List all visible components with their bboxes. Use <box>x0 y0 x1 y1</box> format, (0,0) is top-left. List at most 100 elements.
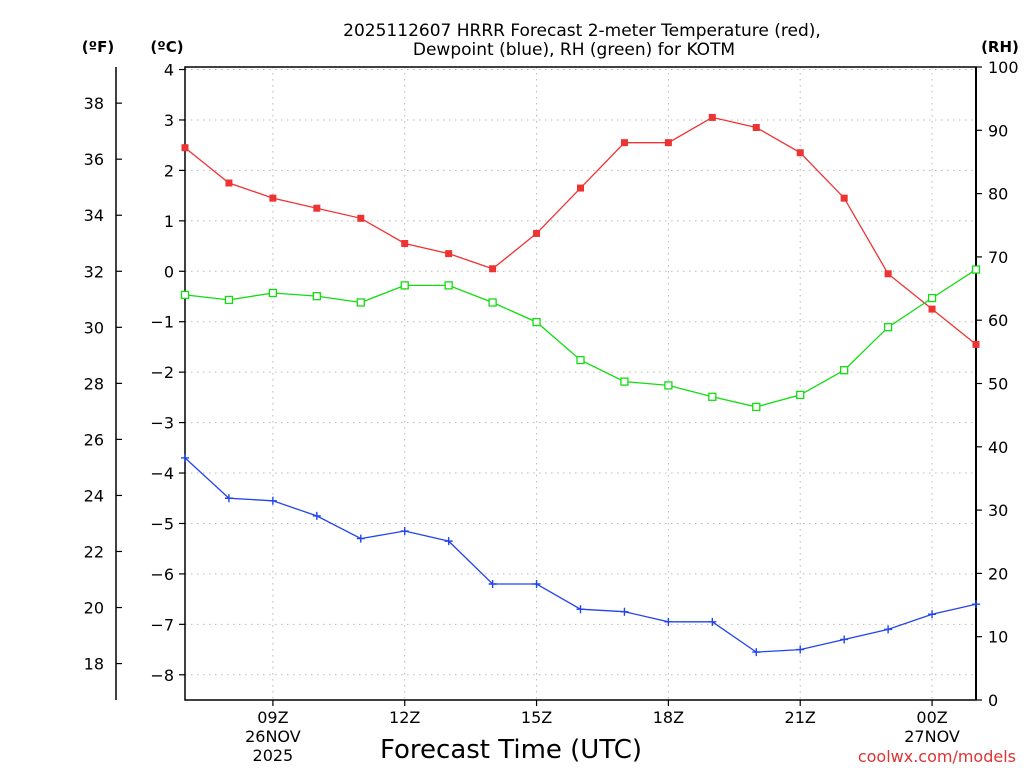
rh-line <box>184 269 977 408</box>
rh-point <box>708 392 717 401</box>
chart-title-line2: Dewpoint (blue), RH (green) for KOTM <box>413 40 735 60</box>
dewpoint-point <box>224 494 233 503</box>
celsius-tick-label: 1 <box>164 212 174 231</box>
watermark: coolwx.com/models <box>858 747 1016 766</box>
dewpoint-point <box>356 534 365 543</box>
temperature-point <box>401 240 409 248</box>
dewpoint-point <box>312 511 321 520</box>
rh-point <box>664 381 673 390</box>
fahrenheit-tick-label: 18 <box>84 655 104 674</box>
rh-tick-label: 10 <box>988 628 1008 647</box>
rh-point <box>620 377 629 386</box>
dewpoint-point <box>928 610 937 619</box>
temperature-point <box>181 144 189 152</box>
rh-tick-label: 50 <box>988 375 1008 394</box>
rh-tick-label: 40 <box>988 438 1008 457</box>
unit-fahrenheit: (ºF) <box>82 38 114 56</box>
fahrenheit-axis: 38 36 34 32 30 28 26 24 22 20 18 <box>84 94 122 674</box>
fahrenheit-tick-label: 34 <box>84 206 104 225</box>
temperature-point <box>708 113 716 121</box>
temperature-point <box>752 124 760 132</box>
fahrenheit-tick-label: 24 <box>84 486 104 505</box>
temperature-point <box>972 340 980 348</box>
dewpoint-point <box>972 600 980 609</box>
rh-point <box>752 402 761 412</box>
dewpoint-point <box>620 607 629 616</box>
celsius-tick-label: −3 <box>150 414 174 433</box>
dewpoint-point <box>532 579 541 588</box>
x-tick-label: 18Z <box>653 708 684 727</box>
temperature-point <box>884 270 892 278</box>
rh-tick-label: 100 <box>988 58 1019 77</box>
dewpoint-point <box>752 648 761 657</box>
dewpoint-point <box>400 527 409 536</box>
fahrenheit-tick-label: 36 <box>84 150 104 169</box>
x-tick-year: 2025 <box>253 746 294 765</box>
rh-tick-label: 30 <box>988 501 1008 520</box>
celsius-tick-label: 4 <box>164 61 174 80</box>
temperature-point <box>313 204 321 212</box>
dewpoint-point <box>664 617 673 626</box>
temperature-point <box>664 139 672 147</box>
x-tick-date: 27NOV <box>904 727 960 746</box>
fahrenheit-tick-label: 22 <box>84 542 104 561</box>
rh-point <box>576 355 585 365</box>
x-tick-label: 00Z <box>916 708 947 727</box>
temperature-point <box>840 194 848 202</box>
rh-point <box>532 317 541 327</box>
celsius-tick-label: −1 <box>150 313 174 332</box>
temperature-line <box>184 116 977 345</box>
dewpoint-point <box>444 537 453 546</box>
rh-point <box>488 298 497 307</box>
rh-tick-label: 90 <box>988 121 1008 140</box>
rh-point <box>224 295 234 305</box>
series-layer <box>180 113 981 657</box>
fahrenheit-tick-label: 38 <box>84 94 104 113</box>
celsius-axis: 4 3 2 1 0 −1 −2 −3 −4 −5 −6 −7 −8 <box>150 61 185 685</box>
rh-point <box>883 323 893 332</box>
rh-point <box>444 281 453 290</box>
dewpoint-line <box>184 457 977 653</box>
rh-point <box>268 288 278 298</box>
chart-title-line1: 2025112607 HRRR Forecast 2-meter Tempera… <box>343 21 821 41</box>
temperature-point <box>533 229 541 237</box>
rh-point <box>840 366 849 375</box>
celsius-tick-label: −4 <box>150 464 174 483</box>
rh-point <box>400 281 409 290</box>
grid <box>185 67 976 700</box>
x-tick-label: 15Z <box>521 708 552 727</box>
unit-celsius: (ºC) <box>150 38 183 56</box>
rh-tick-label: 20 <box>988 564 1008 583</box>
rh-point <box>796 390 805 400</box>
celsius-tick-label: −8 <box>150 666 174 685</box>
dewpoint-point <box>840 635 849 644</box>
fahrenheit-tick-label: 20 <box>84 599 104 618</box>
x-tick-date: 26NOV <box>245 727 301 746</box>
fahrenheit-tick-label: 28 <box>84 374 104 393</box>
temperature-point <box>577 184 584 192</box>
x-axis-label: Forecast Time (UTC) <box>380 735 642 765</box>
temperature-point <box>357 214 365 222</box>
dewpoint-point <box>181 453 189 462</box>
temperature-point <box>796 149 804 157</box>
celsius-tick-label: 0 <box>164 262 174 281</box>
rh-point <box>927 293 937 303</box>
temperature-point <box>225 179 233 187</box>
rh-point <box>356 298 365 307</box>
dewpoint-point <box>708 617 717 626</box>
temperature-point <box>489 265 497 273</box>
fahrenheit-tick-label: 32 <box>84 262 104 281</box>
fahrenheit-tick-label: 26 <box>84 430 104 449</box>
rh-point <box>312 291 321 301</box>
rh-tick-label: 70 <box>988 248 1008 267</box>
temperature-point <box>620 139 628 147</box>
dewpoint-point <box>268 496 277 505</box>
x-tick-label: 09Z <box>257 708 288 727</box>
celsius-tick-label: 2 <box>164 161 174 180</box>
rh-point <box>180 290 190 300</box>
x-tick-label: 21Z <box>785 708 816 727</box>
plot-area <box>184 66 977 701</box>
